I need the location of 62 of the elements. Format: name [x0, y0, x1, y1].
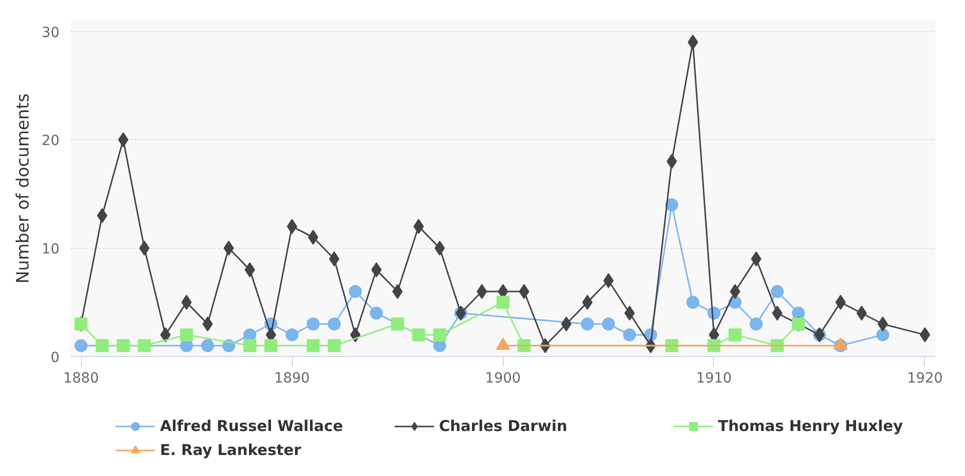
point: [328, 339, 341, 352]
point: [920, 327, 930, 342]
x-tick-label: 1900: [485, 370, 521, 386]
y-tick-label: 20: [42, 133, 60, 150]
point: [202, 316, 213, 332]
legend-label: Charles Darwin: [439, 417, 568, 435]
point: [392, 284, 403, 299]
y-tick-label: 10: [42, 242, 60, 258]
point: [308, 230, 318, 245]
point: [580, 317, 594, 330]
point: [370, 306, 383, 320]
point: [138, 339, 151, 352]
point: [730, 284, 740, 299]
point: [264, 339, 278, 352]
point: [180, 328, 194, 342]
point: [306, 317, 320, 330]
point: [201, 339, 214, 352]
point: [116, 339, 130, 352]
x-tick-label: 1890: [274, 370, 310, 386]
point: [476, 284, 488, 299]
point: [371, 262, 382, 278]
point: [688, 34, 698, 50]
point: [496, 296, 510, 309]
legend-label: Alfred Russel Wallace: [160, 417, 344, 435]
point: [391, 317, 404, 330]
point: [96, 208, 108, 224]
y-tick-label: 0: [50, 350, 60, 366]
point: [74, 339, 88, 352]
point: [243, 339, 256, 352]
point: [412, 328, 426, 342]
x-tick-label: 1920: [907, 370, 943, 386]
point: [96, 339, 109, 352]
point: [876, 328, 890, 342]
point: [582, 294, 593, 310]
legend-label: Thomas Henry Huxley: [718, 417, 904, 435]
point: [602, 317, 615, 330]
point: [328, 317, 341, 330]
point: [856, 306, 867, 321]
point: [286, 328, 299, 342]
point: [665, 198, 678, 212]
point: [160, 327, 171, 342]
point: [835, 294, 846, 310]
point: [433, 328, 446, 342]
point: [286, 218, 298, 234]
point: [624, 306, 635, 321]
point: [139, 240, 150, 256]
legend-label: E. Ray Lankester: [160, 441, 302, 459]
point: [750, 317, 763, 330]
y-tick-label: 30: [42, 24, 60, 41]
point: [348, 284, 362, 298]
x-tick-label: 1880: [63, 370, 99, 386]
point: [413, 218, 424, 234]
point: [518, 284, 530, 299]
point: [603, 273, 614, 288]
x-tick-label: 1910: [696, 370, 732, 386]
point: [623, 328, 636, 342]
y-axis-title: Number of documents: [14, 93, 34, 284]
point: [181, 294, 192, 310]
point: [728, 328, 742, 342]
point: [686, 296, 700, 309]
point: [306, 339, 320, 352]
point: [770, 284, 784, 298]
